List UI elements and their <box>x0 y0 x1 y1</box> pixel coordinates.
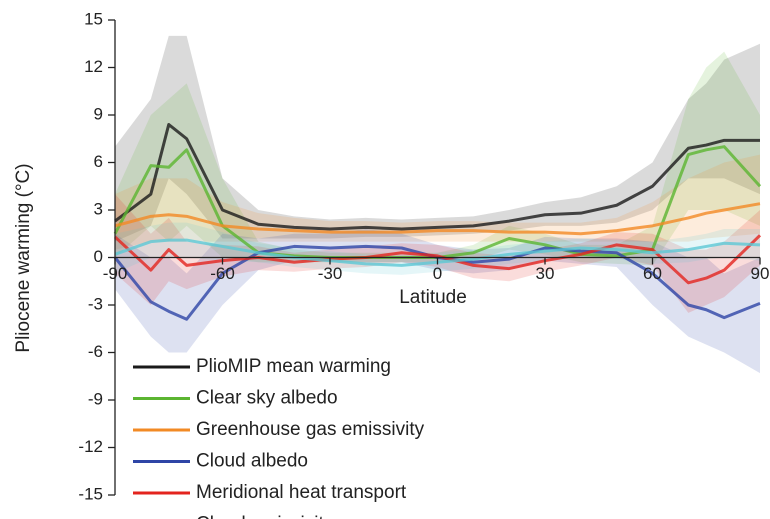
y-tick-label: 3 <box>94 199 103 218</box>
y-axis-label: Pliocene warming (°C) <box>13 163 34 352</box>
legend-label: Clear sky albedo <box>196 388 338 409</box>
legend-label: PlioMIP mean warming <box>196 356 391 377</box>
y-tick-label: 0 <box>94 247 103 266</box>
uncertainty-band <box>115 222 760 275</box>
y-tick-label: 15 <box>84 9 103 28</box>
uncertainty-band <box>115 194 760 313</box>
x-tick-label: -90 <box>103 264 128 283</box>
x-tick-label: 30 <box>536 264 555 283</box>
legend-label: Greenhouse gas emissivity <box>196 419 425 440</box>
y-tick-label: 6 <box>94 152 103 171</box>
y-tick-label: -6 <box>88 342 103 361</box>
x-tick-label: 0 <box>433 264 442 283</box>
x-tick-label: 60 <box>643 264 662 283</box>
x-tick-label: 90 <box>751 264 770 283</box>
legend-label: Meridional heat transport <box>196 482 407 503</box>
series-line <box>113 234 762 285</box>
y-tick-label: -12 <box>78 437 103 456</box>
legend-label: Cloud emissivity <box>196 514 334 519</box>
y-tick-label: -3 <box>88 294 103 313</box>
y-tick-label: -9 <box>88 389 103 408</box>
legend-label: Cloud albedo <box>196 451 308 472</box>
x-axis-label: Latitude <box>399 287 467 308</box>
x-tick-label: -30 <box>318 264 343 283</box>
y-tick-label: 9 <box>94 104 103 123</box>
series-line <box>114 123 760 231</box>
uncertainty-band <box>115 229 760 374</box>
series-line <box>114 202 761 236</box>
y-tick-label: -15 <box>78 484 103 503</box>
uncertainty-band <box>115 35 760 242</box>
x-tick-label: -60 <box>210 264 235 283</box>
y-tick-label: 12 <box>84 57 103 76</box>
